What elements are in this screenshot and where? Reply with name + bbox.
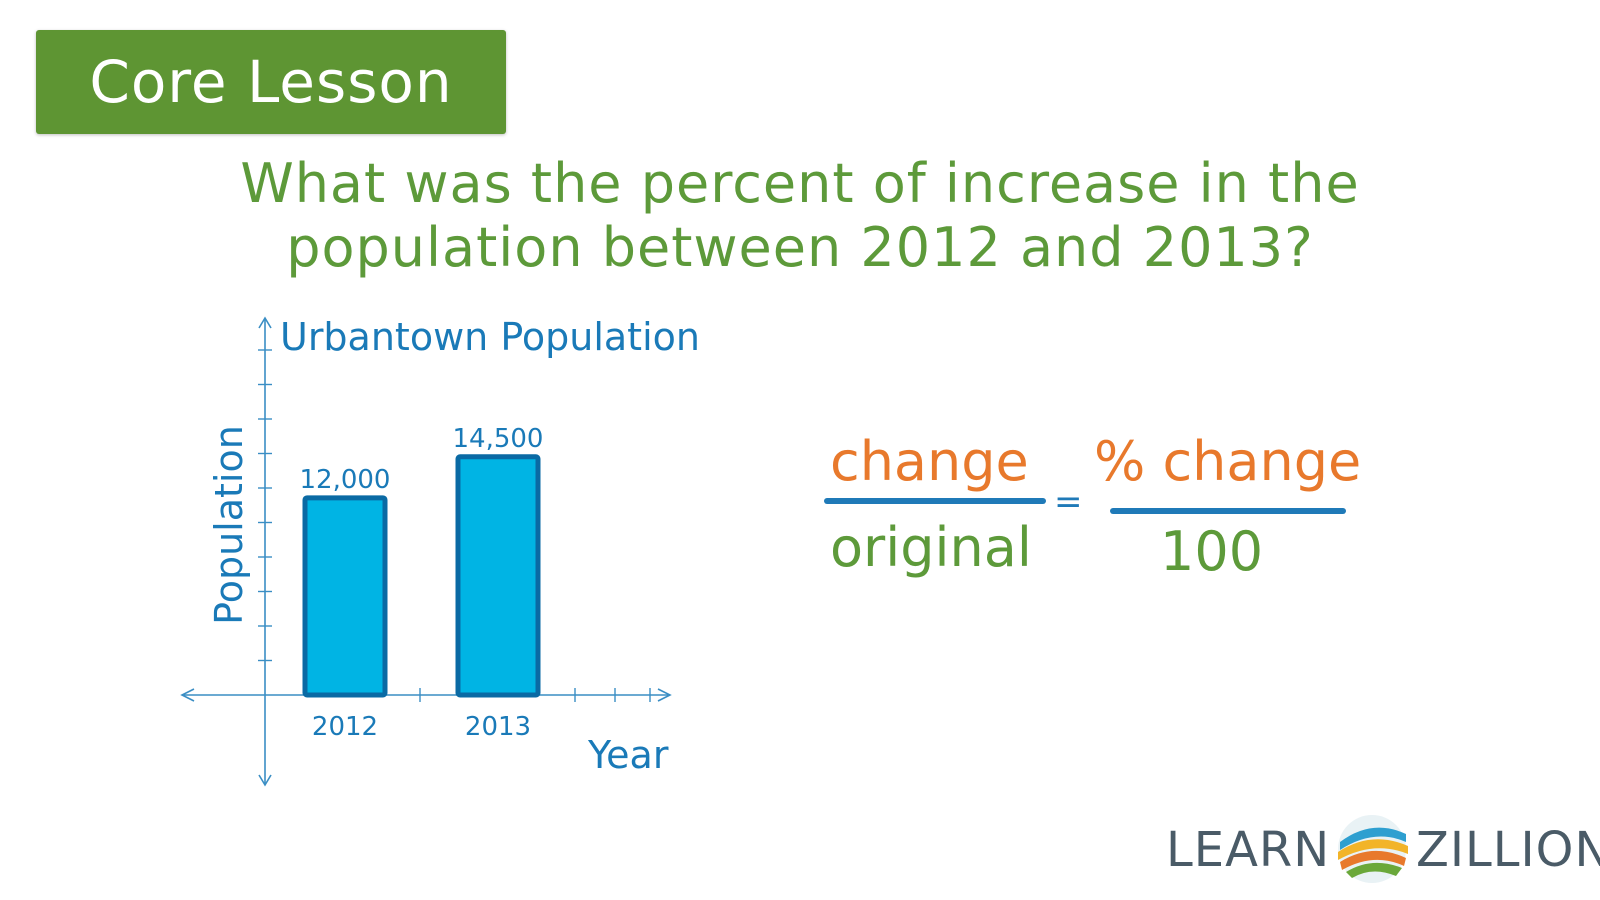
formula-right-fraction-bar xyxy=(1110,508,1346,514)
learnzillion-logo: LEARN ZILLION xyxy=(1166,812,1600,886)
y-axis-label: Population xyxy=(207,425,251,625)
question-line-1: What was the percent of increase in the xyxy=(240,152,1360,215)
bar-2013 xyxy=(455,454,541,698)
chart-title: Urbantown Population xyxy=(280,315,700,359)
x-axis-label: Year xyxy=(587,733,669,777)
x-tick-label-2013: 2013 xyxy=(465,712,531,742)
formula-right-numerator: % change xyxy=(1094,430,1362,493)
question-text: What was the percent of increase in the … xyxy=(200,152,1400,280)
badge-label: Core Lesson xyxy=(89,48,453,116)
formula-left-fraction-bar xyxy=(824,498,1046,504)
x-axis-arrow-right-icon xyxy=(657,688,672,702)
population-bar-chart: 12,000 2012 14,500 2013 Urbantown Population… xyxy=(180,315,700,787)
y-axis-arrow-down-icon xyxy=(258,774,272,787)
formula-equals: = xyxy=(1054,482,1083,522)
logo-text-right: ZILLION xyxy=(1416,822,1600,878)
x-axis-arrow-left-icon xyxy=(180,688,195,702)
y-axis-arrow-up-icon xyxy=(258,316,272,329)
data-label-2013: 14,500 xyxy=(453,424,544,454)
x-tick-label-2012: 2012 xyxy=(312,712,378,742)
data-label-2012: 12,000 xyxy=(300,465,391,495)
core-lesson-badge: Core Lesson xyxy=(36,30,506,134)
chart-axes xyxy=(180,316,672,787)
learnzillion-swoosh-icon xyxy=(1338,815,1408,883)
bar-2012 xyxy=(302,495,388,698)
formula-right-denominator: 100 xyxy=(1160,520,1264,583)
chart-bars xyxy=(302,454,541,698)
percent-change-formula: change original = % change 100 xyxy=(820,420,1380,600)
logo-text-left: LEARN xyxy=(1166,822,1331,878)
chart-labels: 12,000 2012 14,500 2013 Urbantown Population… xyxy=(207,315,700,777)
question-line-2: population between 2012 and 2013? xyxy=(286,216,1314,279)
formula-left-denominator: original xyxy=(830,516,1032,579)
formula-left-numerator: change xyxy=(830,430,1029,493)
